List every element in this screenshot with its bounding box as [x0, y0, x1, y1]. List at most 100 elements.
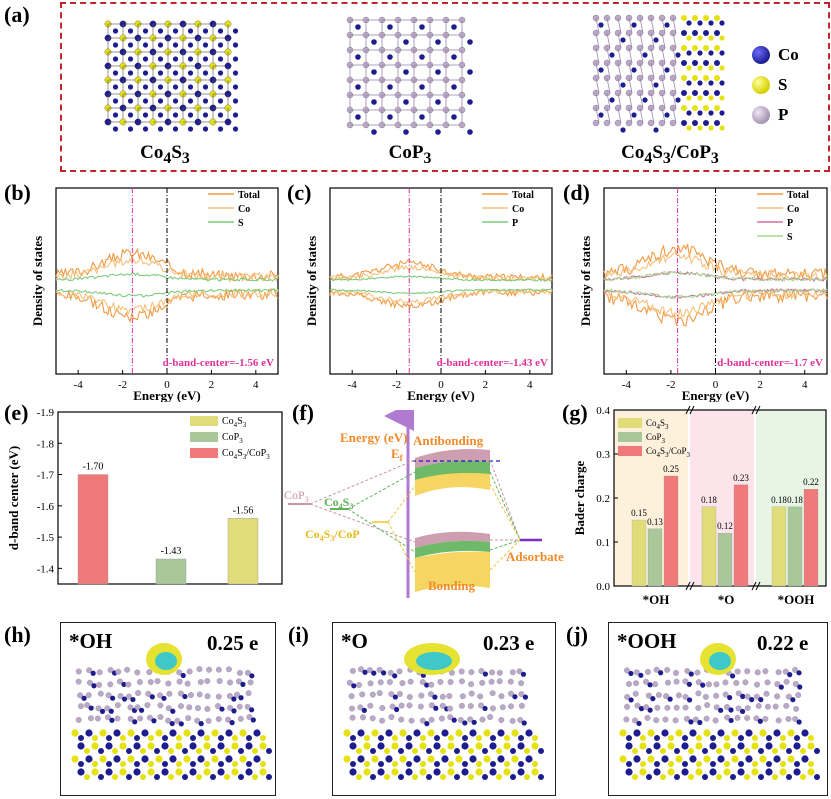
- atom: [112, 28, 119, 34]
- atom: [682, 704, 689, 711]
- y-axis-label: Density of states: [306, 236, 319, 326]
- legend-label-0: Co4S3: [646, 418, 669, 431]
- atom: [623, 667, 630, 674]
- atom: [203, 742, 211, 750]
- atom: [224, 748, 230, 754]
- bond: [606, 77, 611, 94]
- atom: [532, 761, 538, 767]
- bond: [628, 47, 633, 64]
- atom: [182, 693, 188, 700]
- atom: [121, 696, 128, 702]
- atom: [713, 681, 720, 688]
- legend-label-1: CoP3: [222, 432, 243, 445]
- atom: [232, 735, 238, 741]
- atom: [739, 708, 746, 715]
- antibonding-yellow-band: [415, 472, 490, 496]
- atom: [187, 692, 194, 698]
- atom: [218, 761, 224, 767]
- atom: [396, 668, 403, 675]
- atom: [727, 694, 733, 701]
- atom: [640, 735, 646, 741]
- atom: [232, 56, 239, 62]
- bond: [606, 92, 611, 109]
- atom: [518, 702, 525, 709]
- atom: [87, 715, 94, 722]
- d-band-center-annotation: d-band-center=-1.56 eV: [163, 357, 274, 369]
- atom: [162, 735, 168, 741]
- atom: [807, 768, 815, 776]
- legend-label-s: S: [238, 218, 244, 229]
- atom: [428, 716, 435, 723]
- atom: [455, 755, 463, 763]
- bar-2: [227, 518, 259, 585]
- atom: [477, 693, 484, 700]
- atom: [387, 114, 393, 120]
- atom: [774, 693, 781, 700]
- bar-1-2: [733, 484, 749, 587]
- atom: [98, 748, 104, 754]
- atom: [187, 84, 194, 90]
- atom: [675, 52, 681, 58]
- atom: [361, 707, 367, 713]
- atom: [744, 668, 751, 675]
- atom: [125, 681, 132, 688]
- atom: [435, 129, 441, 135]
- atom: [475, 768, 483, 776]
- atom: [151, 718, 157, 724]
- atom: [387, 84, 393, 90]
- atom: [625, 742, 633, 750]
- atom: [692, 120, 698, 126]
- atom: [467, 99, 473, 105]
- atom: [219, 706, 225, 712]
- atom: [77, 703, 84, 710]
- atom: [503, 768, 511, 776]
- legend-co: Co: [752, 40, 822, 70]
- p-atom-swatch: [752, 106, 770, 124]
- atom: [626, 681, 632, 687]
- ooh-species-label: *OOH: [617, 629, 677, 653]
- atom: [119, 742, 127, 750]
- atom: [697, 95, 703, 101]
- atom: [801, 755, 809, 763]
- atom: [77, 768, 85, 776]
- atom: [78, 735, 84, 741]
- atom: [360, 714, 366, 721]
- orbital-diagram: Energy (eV) Ef Antibonding Bonding Adsor…: [284, 410, 564, 598]
- atom: [751, 768, 759, 776]
- atom: [225, 755, 233, 763]
- atom: [408, 717, 415, 724]
- atom: [703, 729, 711, 737]
- atom: [638, 706, 645, 712]
- atom: [723, 742, 731, 750]
- atom: [634, 702, 641, 709]
- atom: [92, 735, 98, 741]
- atom: [697, 125, 703, 131]
- atom: [650, 696, 656, 702]
- atom: [708, 110, 714, 116]
- atom: [682, 678, 689, 685]
- atom: [753, 693, 760, 700]
- atom: [709, 768, 717, 776]
- atom: [766, 761, 772, 767]
- atom: [141, 729, 149, 737]
- bond: [628, 32, 633, 49]
- atom: [620, 82, 626, 88]
- atom: [511, 755, 519, 763]
- x-tick-label: 0: [713, 379, 719, 391]
- atom: [714, 60, 720, 66]
- atom: [260, 761, 266, 767]
- atom: [703, 755, 711, 763]
- category-label: *OH: [643, 592, 670, 607]
- bond: [650, 47, 655, 64]
- atom: [636, 119, 644, 127]
- atom: [686, 20, 692, 26]
- atom: [517, 742, 525, 750]
- atom: [681, 90, 687, 96]
- atom: [447, 742, 455, 750]
- atom: [674, 774, 680, 780]
- atom: [764, 679, 771, 686]
- atom: [719, 80, 725, 86]
- oh-adsorption-panel: *OH 0.25 e: [60, 622, 276, 796]
- legend-label-0: Co4S3: [222, 416, 247, 429]
- atom: [388, 691, 395, 698]
